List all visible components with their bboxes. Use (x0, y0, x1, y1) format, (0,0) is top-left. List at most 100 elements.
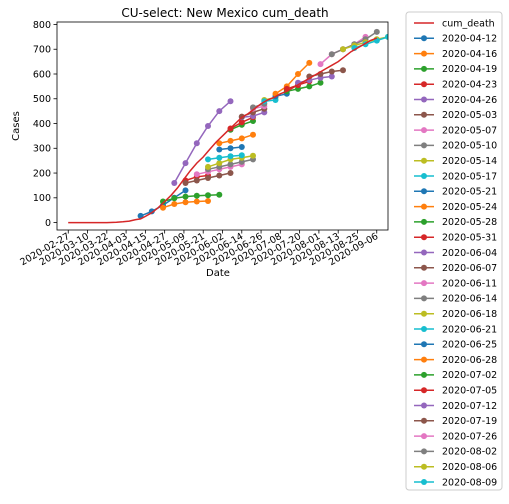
legend-entry-label: 2020-05-14 (442, 156, 497, 167)
forecast-point-2020-04-26 (182, 160, 189, 167)
y-tick-label: 200 (33, 168, 51, 179)
legend-marker (421, 35, 427, 42)
legend-marker (421, 280, 427, 287)
y-axis: 0 100 200 300 400 500 600 700 800 (33, 20, 57, 229)
forecast-point-2020-06-28 (306, 59, 313, 66)
legend-entry-label: 2020-06-14 (442, 294, 497, 305)
legend-entry-label: 2020-05-17 (442, 171, 497, 182)
forecast-point-2020-07-02 (317, 79, 324, 86)
legend-entry-label: 2020-08-02 (442, 447, 497, 458)
legend-entry-label: 2020-04-23 (442, 80, 497, 91)
legend-entry-label: 2020-07-12 (442, 401, 497, 412)
actual-line-cum-death (68, 37, 378, 224)
legend-marker (421, 157, 427, 164)
legend-marker (421, 433, 427, 440)
forecast-point-2020-08-06 (340, 46, 346, 53)
chart-title: CU-select: New Mexico cum_death (121, 6, 328, 20)
legend-entry-label: 2020-08-09 (442, 477, 497, 488)
x-axis: 2020-02-272020-03-102020-03-222020-04-03… (18, 230, 380, 268)
legend-entry-label: 2020-06-18 (442, 309, 497, 320)
forecast-point-2020-04-19 (182, 193, 189, 200)
forecast-point-2020-04-16 (171, 201, 178, 207)
forecast-point-2020-04-19 (216, 191, 223, 198)
forecast-point-2020-05-14 (250, 152, 256, 159)
forecast-point-2020-05-31 (238, 119, 245, 126)
forecast-point-2020-04-26 (216, 108, 223, 115)
y-tick-label: 800 (33, 20, 51, 31)
y-tick-label: 600 (33, 69, 51, 80)
forecast-point-2020-07-19 (328, 68, 335, 75)
legend-marker (421, 295, 427, 302)
forecast-point-2020-05-24 (216, 140, 223, 147)
y-tick-label: 700 (33, 45, 51, 56)
legend-entry-label: 2020-05-21 (442, 187, 497, 198)
legend-marker (421, 387, 427, 394)
forecast-point-2020-05-07 (193, 171, 200, 178)
legend-entry-label: 2020-05-31 (442, 233, 497, 244)
legend-entry-label: 2020-06-07 (442, 263, 497, 274)
legend-entry-label: 2020-04-12 (442, 34, 497, 45)
legend-marker (421, 203, 427, 210)
y-tick-label: 300 (33, 144, 51, 155)
forecast-point-2020-05-03 (205, 175, 211, 181)
legend-entry-label: 2020-07-19 (442, 416, 497, 427)
forecast-point-2020-05-17 (205, 156, 211, 163)
legend-entry-label: 2020-05-03 (442, 110, 497, 121)
legend-marker (421, 234, 427, 241)
legend-marker (421, 402, 427, 409)
legend-entry-label: 2020-06-25 (442, 340, 497, 351)
legend-entry-label: 2020-07-26 (442, 431, 497, 442)
legend-entry-label: 2020-06-28 (442, 355, 497, 366)
legend-entry-label: 2020-04-16 (442, 49, 497, 60)
legend: cum_death 2020-04-12 2020-04-16 2020-04-19 2… (405, 11, 503, 491)
legend-marker (421, 310, 427, 317)
forecast-point-2020-07-19 (340, 67, 346, 74)
y-tick-label: 500 (33, 94, 51, 105)
legend-marker (421, 65, 427, 72)
legend-marker (421, 173, 427, 179)
legend-marker (421, 356, 427, 363)
forecast-point-2020-05-03 (182, 180, 189, 186)
legend-frame (405, 11, 503, 491)
forecast-point-2020-05-10 (238, 158, 245, 165)
forecast-point-2020-05-24 (227, 137, 234, 144)
legend-entry-label: 2020-06-04 (442, 248, 497, 259)
axes-frame (56, 21, 389, 231)
forecast-point-2020-04-19 (193, 192, 200, 199)
legend-marker (421, 218, 427, 225)
forecast-point-2020-05-03 (193, 177, 200, 184)
forecast-point-2020-08-09 (385, 33, 388, 40)
forecast-point-2020-04-12 (182, 187, 189, 194)
legend-marker (421, 326, 427, 332)
legend-marker (421, 142, 427, 149)
forecast-point-2020-07-12 (328, 73, 335, 80)
forecast-line-2020-05-17 (207, 154, 242, 161)
forecast-point-2020-04-16 (182, 199, 189, 206)
plot-series-group (68, 28, 388, 224)
legend-entry-label: 2020-05-24 (442, 202, 497, 213)
legend-entry-label: 2020-04-19 (442, 64, 497, 75)
forecast-point-2020-04-16 (160, 204, 166, 211)
legend-marker (421, 417, 427, 424)
forecast-point-2020-04-19 (205, 192, 211, 199)
legend-marker (421, 249, 427, 256)
forecast-point-2020-05-24 (250, 131, 256, 138)
forecast-point-2020-05-21 (227, 145, 234, 152)
forecast-point-2020-08-02 (328, 51, 335, 58)
legend-entry-label: 2020-07-02 (442, 370, 497, 381)
legend-marker (421, 479, 427, 485)
forecast-point-2020-04-16 (193, 198, 200, 205)
forecast-line-2020-07-02 (286, 81, 321, 93)
forecast-point-2020-04-19 (160, 198, 166, 205)
y-tick-label: 100 (33, 193, 51, 204)
legend-marker (421, 264, 427, 271)
y-tick-label: 400 (33, 119, 51, 130)
plot-area (68, 28, 388, 224)
forecast-point-2020-04-19 (171, 195, 178, 202)
legend-marker (421, 127, 427, 134)
legend-entry-label: 2020-08-06 (442, 462, 497, 473)
forecast-point-2020-05-21 (238, 144, 245, 150)
forecast-point-2020-05-21 (216, 146, 223, 153)
forecast-point-2020-04-26 (193, 140, 200, 147)
